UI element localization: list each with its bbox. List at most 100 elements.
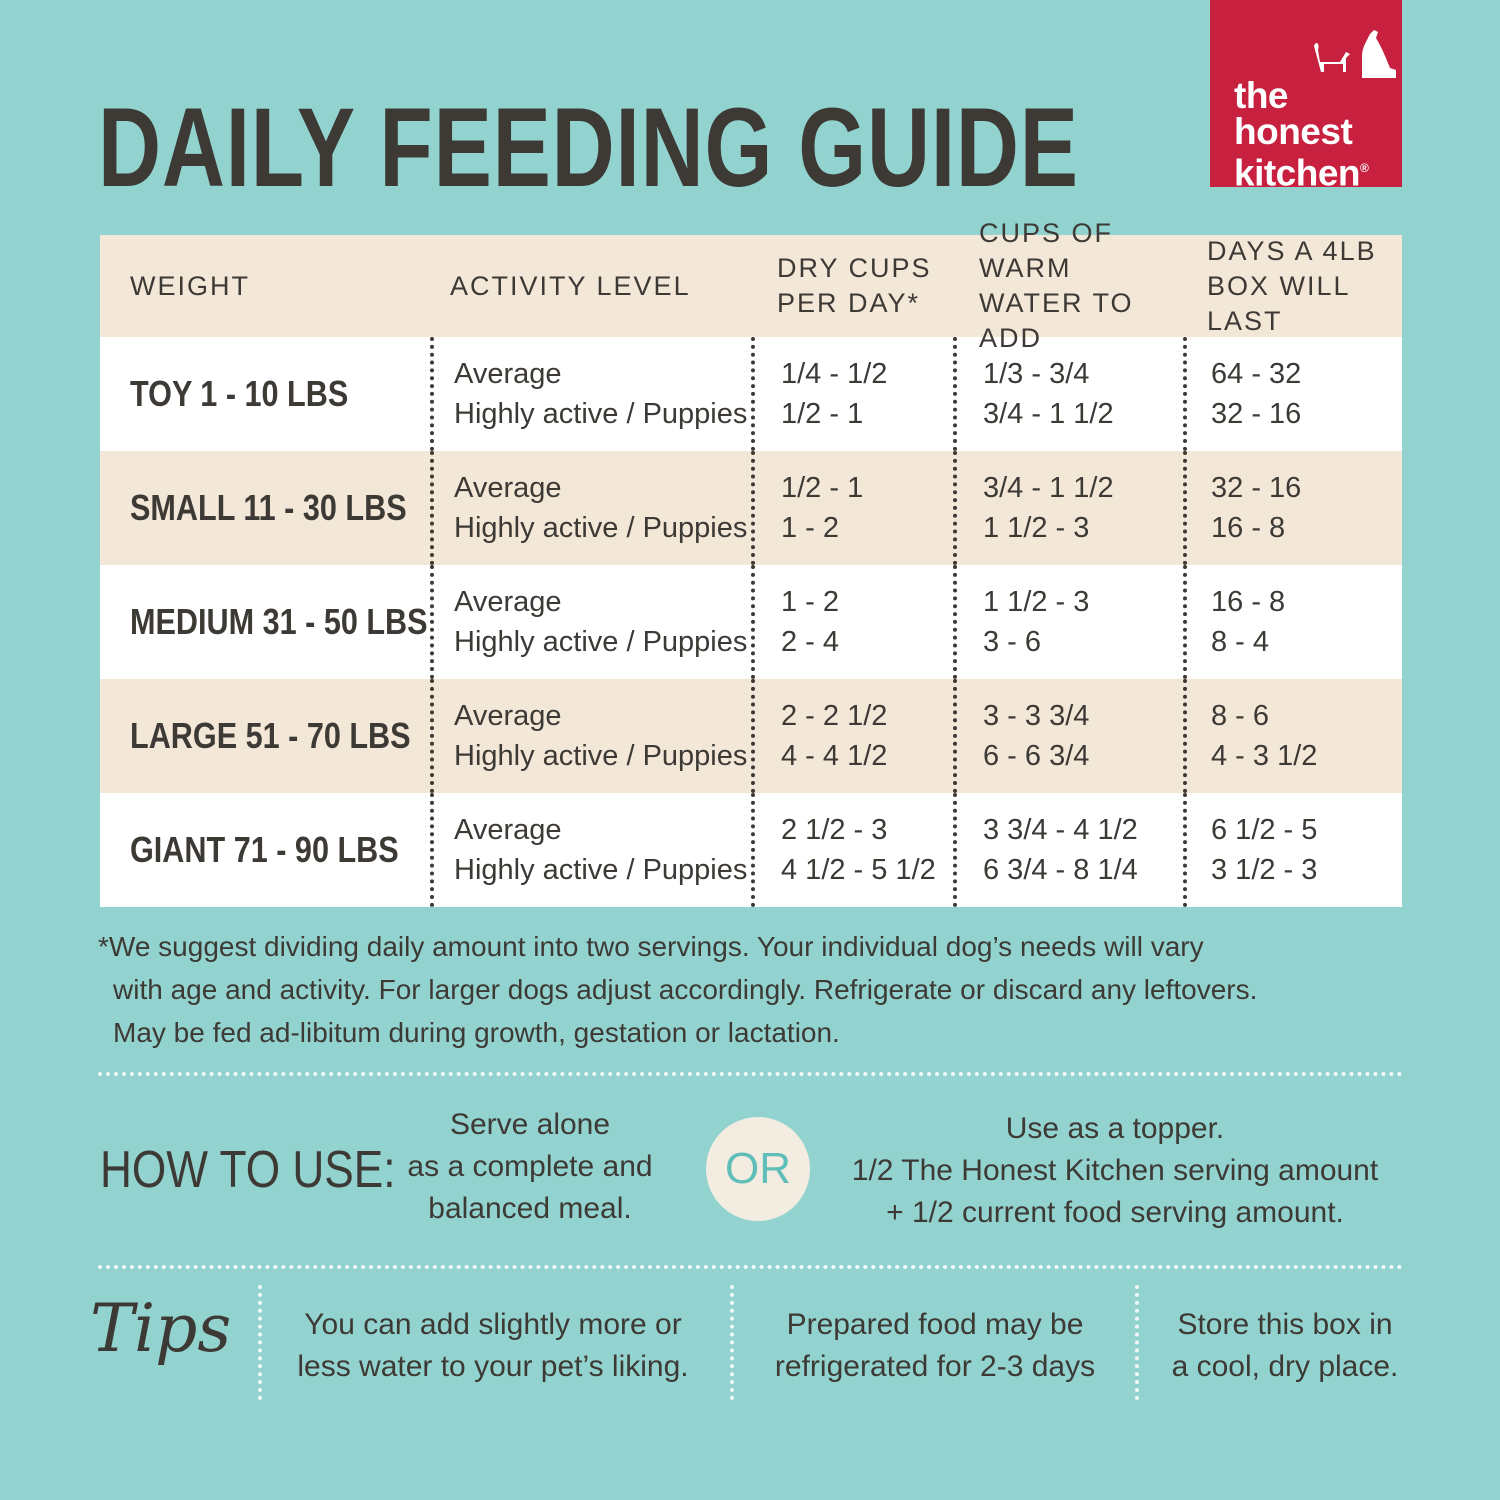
activity-cell-value: Average <box>454 472 562 504</box>
option-text: Use as a topper. <box>1005 1112 1225 1145</box>
option-topper: Use as a topper. 1/2 The Honest Kitchen … <box>835 1108 1395 1234</box>
or-badge: OR <box>706 1117 810 1221</box>
footnote-line: May be fed ad-libitum during growth, ges… <box>113 1017 840 1048</box>
activity-cell-value: Average <box>454 586 562 618</box>
dry-cups-cell: 1 - 2 2 - 4 <box>751 565 953 679</box>
weight-label: TOY 1 - 10 LBS <box>130 373 349 414</box>
activity-cell-value: Highly active / Puppies <box>454 512 748 544</box>
water-cell-value: 1 1/2 - 3 <box>983 512 1090 544</box>
page-title: DAILY FEEDING GUIDE <box>98 85 1079 210</box>
tip-text: Prepared food may be <box>786 1308 1084 1341</box>
dry-cups-cell-value: 1 - 2 <box>781 586 840 618</box>
divider <box>730 1285 734 1400</box>
water-cell: 1/3 - 3/4 3/4 - 1 1/2 <box>953 337 1183 451</box>
tip-water: You can add slightly more or less water t… <box>268 1304 718 1388</box>
header-activity: ACTIVITY LEVEL <box>450 270 691 301</box>
water-cell-value: 3/4 - 1 1/2 <box>983 398 1114 430</box>
days-cell-value: 32 - 16 <box>1211 398 1302 430</box>
header-dry-cups: DRY CUPS PER DAY* <box>777 253 932 318</box>
water-cell: 3 3/4 - 4 1/2 6 3/4 - 8 1/4 <box>953 793 1183 907</box>
activity-cell-value: Average <box>454 814 562 846</box>
days-cell: 8 - 6 4 - 3 1/2 <box>1183 679 1402 793</box>
option-serve-alone: Serve alone as a complete and balanced m… <box>390 1104 670 1230</box>
weight-label: LARGE 51 - 70 LBS <box>130 715 411 756</box>
activity-cell-value: Highly active / Puppies <box>454 854 748 886</box>
divider <box>1135 1285 1139 1400</box>
table-row: SMALL 11 - 30 LBS Average Highly active /… <box>100 451 1402 565</box>
header-days: DAYS A 4LB BOX WILL LAST <box>1207 235 1377 336</box>
weight-cell: MEDIUM 31 - 50 LBS <box>100 565 430 679</box>
dry-cups-cell-value: 4 - 4 1/2 <box>781 740 888 772</box>
water-cell-value: 3 - 3 3/4 <box>983 700 1090 732</box>
divider <box>98 1072 1403 1076</box>
divider <box>98 1265 1403 1269</box>
divider <box>258 1285 262 1400</box>
weight-cell: SMALL 11 - 30 LBS <box>100 451 430 565</box>
activity-cell-value: Average <box>454 358 562 390</box>
weight-label: MEDIUM 31 - 50 LBS <box>130 601 428 642</box>
dry-cups-cell-value: 2 1/2 - 3 <box>781 814 888 846</box>
water-cell-value: 1 1/2 - 3 <box>983 586 1090 618</box>
water-cell-value: 1/3 - 3/4 <box>983 358 1090 390</box>
tip-text: You can add slightly more or <box>304 1308 682 1341</box>
days-cell-value: 8 - 4 <box>1211 626 1270 658</box>
activity-cell-value: Highly active / Puppies <box>454 626 748 658</box>
table-row: MEDIUM 31 - 50 LBS Average Highly active … <box>100 565 1402 679</box>
weight-cell: TOY 1 - 10 LBS <box>100 337 430 451</box>
table-row: LARGE 51 - 70 LBS Average Highly active /… <box>100 679 1402 793</box>
table-header: WEIGHT ACTIVITY LEVEL DRY CUPS PER DAY* … <box>100 218 1402 353</box>
dry-cups-cell-value: 1 - 2 <box>781 512 840 544</box>
logo-text: honest <box>1234 111 1353 152</box>
table-row: TOY 1 - 10 LBS Average Highly active / Pu… <box>100 337 1402 451</box>
dry-cups-cell-value: 1/4 - 1/2 <box>781 358 888 390</box>
activity-cell: Average Highly active / Puppies <box>430 565 751 679</box>
days-cell-value: 64 - 32 <box>1211 358 1302 390</box>
days-cell-value: 4 - 3 1/2 <box>1211 740 1318 772</box>
days-cell: 6 1/2 - 5 3 1/2 - 3 <box>1183 793 1402 907</box>
tip-text: refrigerated for 2-3 days <box>774 1350 1096 1383</box>
days-cell: 16 - 8 8 - 4 <box>1183 565 1402 679</box>
header-water: CUPS OF WARM WATER TO ADD <box>979 218 1134 353</box>
days-cell: 64 - 32 32 - 16 <box>1183 337 1402 451</box>
activity-cell: Average Highly active / Puppies <box>430 793 751 907</box>
activity-cell: Average Highly active / Puppies <box>430 451 751 565</box>
water-cell-value: 6 3/4 - 8 1/4 <box>983 854 1138 886</box>
days-cell-value: 8 - 6 <box>1211 700 1270 732</box>
dry-cups-cell: 2 - 2 1/2 4 - 4 1/2 <box>751 679 953 793</box>
footnote: *We suggest dividing daily amount into t… <box>98 925 1257 1054</box>
header-weight: WEIGHT <box>130 270 250 301</box>
logo-text: kitchen® <box>1234 152 1369 194</box>
table-row: GIANT 71 - 90 LBS Average Highly active /… <box>100 793 1402 907</box>
tip-refrigerate: Prepared food may be refrigerated for 2-3… <box>740 1304 1130 1388</box>
brand-logo: the honest kitchen® <box>1210 0 1402 191</box>
days-cell-value: 16 - 8 <box>1211 586 1286 618</box>
weight-cell: LARGE 51 - 70 LBS <box>100 679 430 793</box>
dry-cups-cell: 2 1/2 - 3 4 1/2 - 5 1/2 <box>751 793 953 907</box>
dry-cups-cell: 1/4 - 1/2 1/2 - 1 <box>751 337 953 451</box>
days-cell-value: 3 1/2 - 3 <box>1211 854 1318 886</box>
dry-cups-cell-value: 2 - 2 1/2 <box>781 700 888 732</box>
tip-text: Store this box in <box>1177 1308 1393 1341</box>
option-text: + 1/2 current food serving amount. <box>886 1196 1344 1229</box>
water-cell-value: 3 3/4 - 4 1/2 <box>983 814 1138 846</box>
days-cell-value: 32 - 16 <box>1211 472 1302 504</box>
option-text: Serve alone <box>449 1108 611 1141</box>
weight-label: SMALL 11 - 30 LBS <box>130 487 407 528</box>
days-cell-value: 6 1/2 - 5 <box>1211 814 1318 846</box>
activity-cell-value: Highly active / Puppies <box>454 740 748 772</box>
cat-dog-icon <box>1314 30 1396 78</box>
feeding-table: WEIGHT ACTIVITY LEVEL DRY CUPS PER DAY* … <box>100 218 1402 907</box>
dry-cups-cell-value: 1/2 - 1 <box>781 472 864 504</box>
option-text: 1/2 The Honest Kitchen serving amount <box>851 1154 1379 1187</box>
footnote-line: *We suggest dividing daily amount into t… <box>98 931 1204 962</box>
option-text: as a complete and <box>407 1150 653 1183</box>
activity-cell: Average Highly active / Puppies <box>430 679 751 793</box>
dry-cups-cell-value: 2 - 4 <box>781 626 840 658</box>
tip-text: a cool, dry place. <box>1171 1350 1399 1383</box>
logo-text: the <box>1234 75 1289 116</box>
water-cell: 1 1/2 - 3 3 - 6 <box>953 565 1183 679</box>
water-cell-value: 3/4 - 1 1/2 <box>983 472 1114 504</box>
dry-cups-cell: 1/2 - 1 1 - 2 <box>751 451 953 565</box>
dry-cups-cell-value: 1/2 - 1 <box>781 398 864 430</box>
activity-cell-value: Highly active / Puppies <box>454 398 748 430</box>
